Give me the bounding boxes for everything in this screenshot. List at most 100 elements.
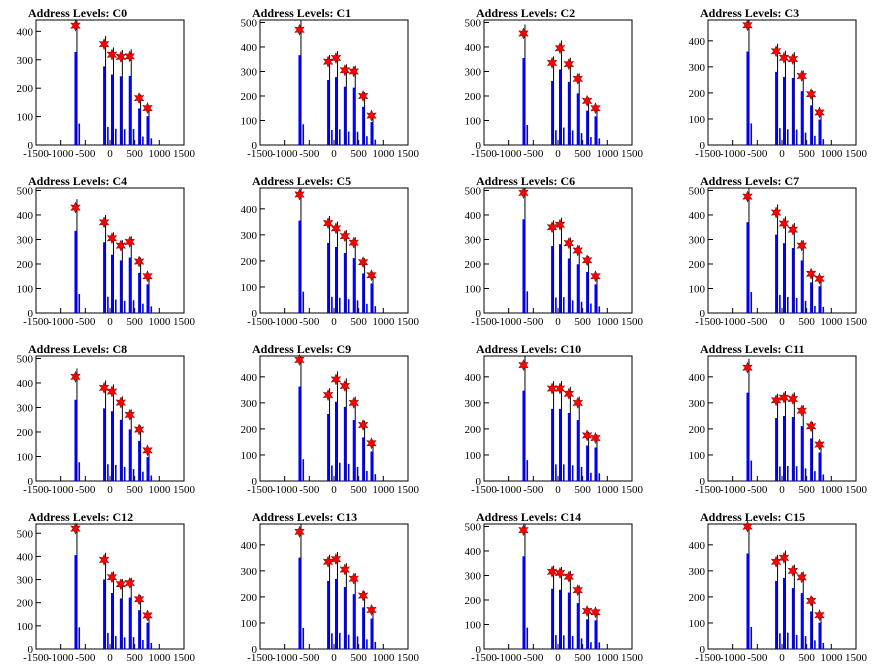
histogram-bar <box>567 81 571 145</box>
peak-marker <box>554 42 566 55</box>
peak-marker <box>348 572 360 585</box>
chart-panel: Address Levels: C10 0 100 200 300 400 -1500 -10… <box>448 336 672 504</box>
histogram-bin <box>107 126 109 145</box>
x-tick-label: -1500 <box>23 148 49 160</box>
histogram-bin <box>580 638 583 649</box>
plot-frame <box>483 19 633 146</box>
x-tick-label: 1500 <box>173 316 196 328</box>
histogram-bin <box>804 468 807 481</box>
chart-svg: Address Levels: C3 0 100 200 300 400 -1500-100… <box>689 6 868 160</box>
x-tick-label: 1000 <box>372 316 395 328</box>
x-tick-label: -1500 <box>695 484 721 496</box>
x-tick-label: -1500 <box>695 652 721 664</box>
histogram-bar <box>594 620 597 649</box>
y-tick-label: 100 <box>17 621 34 633</box>
peak-marker <box>322 555 334 568</box>
chart-title: Address Levels: C10 <box>476 342 581 356</box>
x-tick-label: -1000 <box>496 652 522 664</box>
histogram-bar <box>128 597 132 649</box>
histogram-bar <box>775 71 778 145</box>
peak-marker <box>546 56 558 70</box>
x-tick-label: -1500 <box>23 652 49 664</box>
histogram-bin <box>580 133 583 145</box>
histogram-bin <box>331 633 333 649</box>
chart-title: Address Levels: C6 <box>476 174 575 188</box>
x-tick-label: -500 <box>523 148 544 160</box>
peak-marker <box>294 188 305 201</box>
peak-marker <box>330 222 342 235</box>
y-tick-label: 200 <box>465 259 482 271</box>
histogram-bin <box>804 132 807 145</box>
chart-panel: Address Levels: C5 0 100 200 300 400 -1500 -100… <box>224 168 448 336</box>
histogram-bin <box>107 296 109 313</box>
histogram-bin <box>338 297 341 313</box>
x-tick-label: -1500 <box>695 316 721 328</box>
histogram-bin <box>331 296 333 313</box>
peak-marker <box>590 102 601 115</box>
chart-svg: Address Levels: C70100200300400500-1500-… <box>689 174 868 328</box>
histogram-bin <box>571 130 574 145</box>
x-tick-label: 1000 <box>148 148 171 160</box>
plot-frame <box>707 19 857 146</box>
y-tick-label: 100 <box>17 112 34 124</box>
peak-marker <box>778 51 790 64</box>
histogram-bin <box>555 297 557 313</box>
y-tick-label: 300 <box>241 66 258 78</box>
histogram-bin <box>150 138 153 145</box>
peak-marker <box>572 396 584 410</box>
x-tick-label: 0 <box>555 484 561 496</box>
peak-marker <box>339 379 351 393</box>
x-tick-label: -1500 <box>247 316 273 328</box>
histogram-bar <box>110 254 114 313</box>
chart-panel: Address Levels: C3 0 100 200 300 400 -1500 -100… <box>672 0 896 168</box>
histogram-bar <box>818 622 821 649</box>
x-tick-label: -1000 <box>720 652 746 664</box>
peak-marker <box>805 420 817 433</box>
x-tick-label: -500 <box>75 484 96 496</box>
histogram-bar <box>586 619 589 649</box>
histogram-bar <box>146 116 149 145</box>
peak-marker <box>124 576 136 590</box>
histogram-bar <box>138 610 141 649</box>
histogram-bar <box>558 69 562 145</box>
histogram-bar <box>362 437 365 481</box>
chart-svg: Address Levels: C12 0 100 200 300 400 500 -1500… <box>17 510 196 664</box>
peak-marker <box>330 51 342 65</box>
chart-panel: Address Levels: C1 0 100 200 300 400 500 -1500-… <box>224 0 448 168</box>
histogram-bar <box>782 243 786 313</box>
y-tick-label: 400 <box>689 540 706 552</box>
peak-marker <box>787 392 799 406</box>
x-tick-label: 1500 <box>621 316 644 328</box>
histogram-bin <box>555 635 557 649</box>
histogram-bin <box>356 636 359 649</box>
y-tick-label: 400 <box>465 546 482 558</box>
x-tick-label: 1500 <box>621 652 644 664</box>
peak-marker <box>787 223 799 236</box>
histogram-bin <box>779 128 781 145</box>
histogram-bin <box>562 635 565 649</box>
histogram-bar <box>782 577 786 649</box>
histogram-bar <box>810 282 813 313</box>
histogram-bar <box>586 445 589 481</box>
histogram-bin <box>571 300 574 313</box>
x-tick-label: 1000 <box>596 316 619 328</box>
plot-frame <box>35 523 185 650</box>
peak-marker <box>339 563 351 576</box>
peak-marker <box>770 206 782 219</box>
x-tick-label: -1000 <box>720 148 746 160</box>
histogram-bar <box>370 122 373 145</box>
histogram-bar <box>327 80 330 145</box>
plot-frame <box>483 355 633 482</box>
chart-title: Address Levels: C13 <box>252 510 357 524</box>
x-tick-label: -1500 <box>471 652 497 664</box>
histogram-bar <box>782 76 786 145</box>
histogram-bar <box>119 76 123 145</box>
x-tick-label: -1500 <box>471 316 497 328</box>
peak-marker <box>133 91 145 105</box>
peak-marker <box>563 570 575 583</box>
histogram-bin <box>331 130 333 145</box>
y-tick-label: 100 <box>241 115 258 127</box>
histogram-bin <box>562 297 565 313</box>
histogram-bar <box>791 417 795 481</box>
x-tick-label: -500 <box>75 316 96 328</box>
